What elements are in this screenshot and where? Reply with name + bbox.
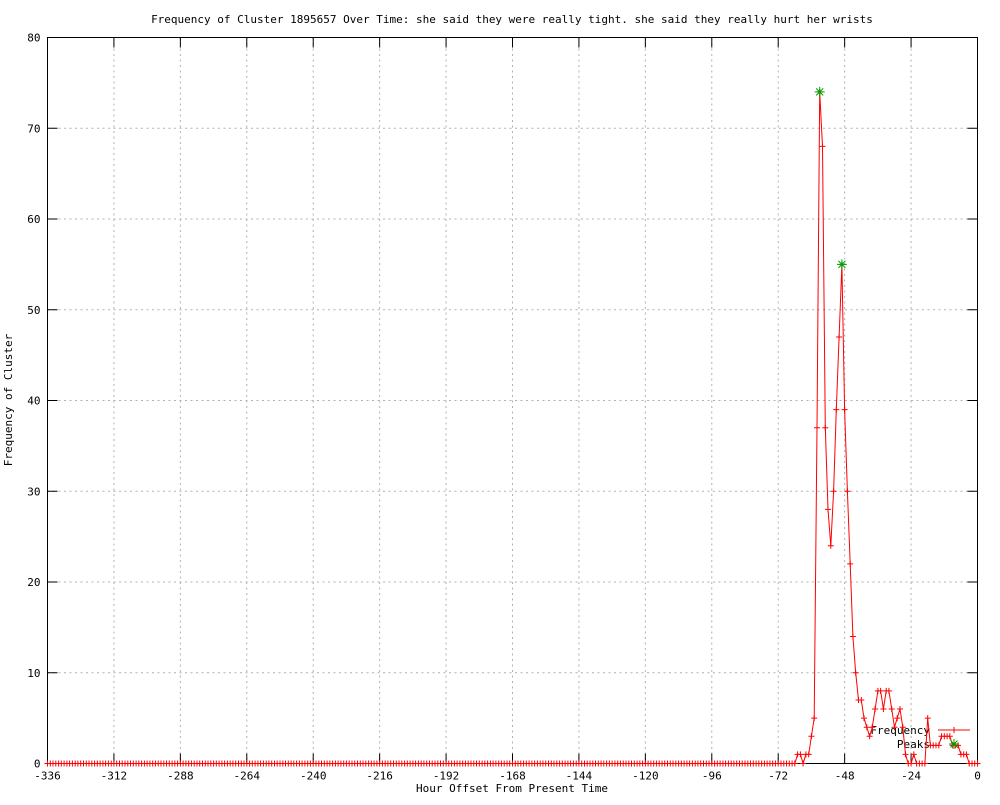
x-tick-label: -48: [835, 770, 855, 783]
legend-peaks-sample: [949, 739, 959, 749]
y-tick-label: 0: [34, 758, 41, 771]
x-tick-label: -144: [566, 770, 593, 783]
y-tick-label: 30: [27, 485, 40, 498]
x-tick-label: -288: [167, 770, 194, 783]
x-tick-label: -72: [768, 770, 788, 783]
x-tick-label: -24: [901, 770, 921, 783]
x-tick-label: -96: [702, 770, 722, 783]
x-tick-label: 0: [974, 770, 981, 783]
x-tick-label: -216: [366, 770, 393, 783]
legend-frequency-sample: [938, 727, 970, 733]
peak-markers: [814, 86, 847, 270]
y-tick-label: 60: [27, 213, 40, 226]
y-tick-label: 20: [27, 576, 40, 589]
y-tick-label: 80: [27, 32, 40, 45]
y-tick-label: 50: [27, 304, 40, 317]
grid-lines: [47, 37, 978, 764]
legend-frequency-label: Frequency: [870, 724, 930, 737]
y-tick-label: 70: [27, 122, 40, 135]
y-tick-label: 10: [27, 667, 40, 680]
y-tick-label: 40: [27, 395, 40, 408]
x-tick-label: -264: [234, 770, 261, 783]
x-tick-label: -312: [101, 770, 128, 783]
frequency-point-markers: [44, 88, 981, 767]
x-tick-label: -168: [499, 770, 526, 783]
y-axis-label: Frequency of Cluster: [2, 333, 15, 466]
x-axis-label: Hour Offset From Present Time: [416, 782, 608, 795]
x-tick-label: -120: [632, 770, 659, 783]
legend-peaks-label: Peaks: [897, 738, 930, 751]
x-tick-label: -240: [300, 770, 327, 783]
axis-ticks: [47, 37, 978, 764]
x-tick-label: -336: [34, 770, 61, 783]
x-tick-label: -192: [433, 770, 460, 783]
chart-title: Frequency of Cluster 1895657 Over Time: …: [151, 13, 873, 26]
